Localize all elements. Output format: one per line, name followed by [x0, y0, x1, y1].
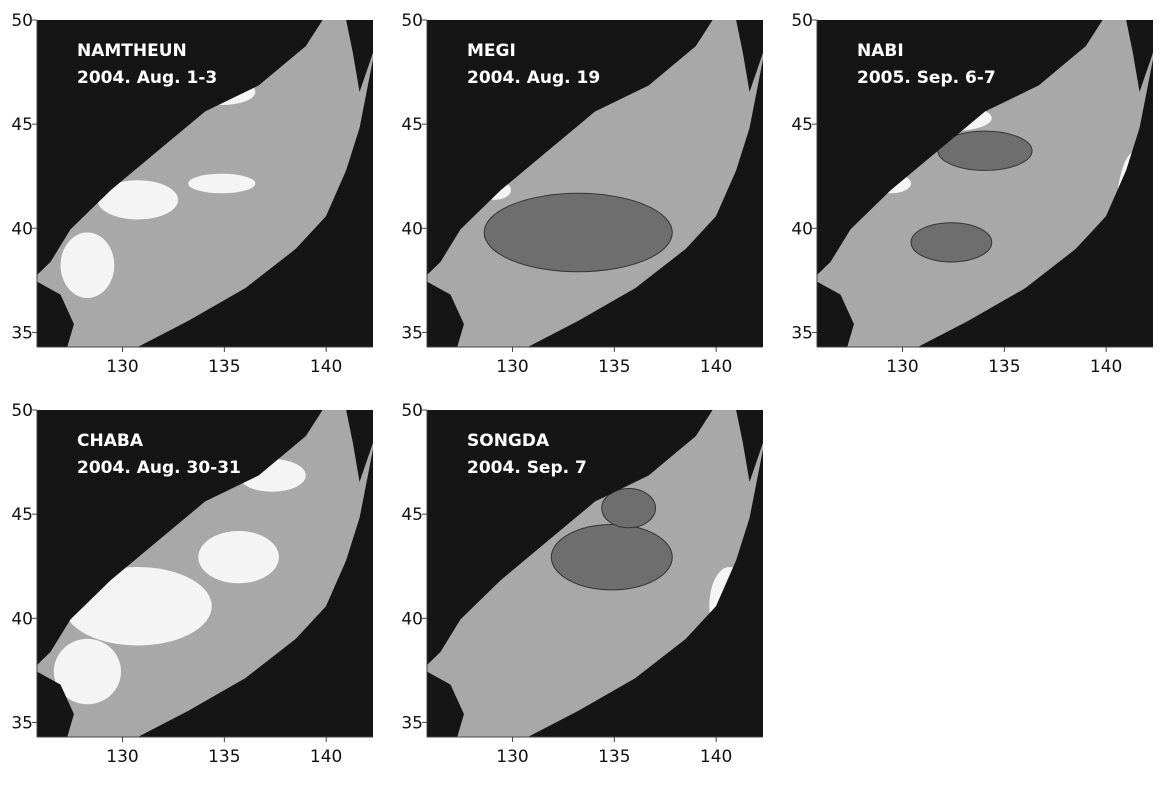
x-tick-label: 130 [106, 357, 138, 377]
map: NAMTHEUN 2004. Aug. 1-3 [37, 20, 373, 347]
anomaly-patch [188, 174, 255, 194]
typhoon-date: 2004. Aug. 30-31 [77, 458, 241, 478]
map-panel: NABI 2005. Sep. 6-7 130 135 140 35 40 45 50 [791, 11, 1156, 377]
x-tick-label: 130 [886, 357, 918, 377]
map-panel: NAMTHEUN 2004. Aug. 1-3 130 135 140 35 40 45 50 [11, 11, 373, 377]
typhoon-date: 2004. Aug. 19 [467, 68, 600, 88]
x-tick-label: 135 [208, 357, 240, 377]
y-tick-label: 50 [401, 11, 423, 31]
map: SONGDA 2004. Sep. 7 [427, 410, 763, 737]
y-tick-label: 45 [401, 115, 423, 135]
anomaly-patch [911, 223, 992, 262]
anomaly-patch [484, 193, 672, 271]
anomaly-patch [602, 488, 656, 527]
x-tick-label: 135 [598, 357, 630, 377]
y-tick-label: 50 [791, 11, 813, 31]
typhoon-name: CHABA [77, 431, 144, 451]
x-tick-label: 140 [700, 357, 732, 377]
y-tick-label: 35 [401, 323, 423, 343]
x-tick-label: 135 [988, 357, 1020, 377]
y-tick-label: 35 [11, 323, 33, 343]
anomaly-patch [198, 531, 279, 583]
map: MEGI 2004. Aug. 19 [427, 20, 763, 347]
y-tick-label: 50 [11, 11, 33, 31]
typhoon-date: 2004. Aug. 1-3 [77, 68, 217, 88]
x-tick-label: 135 [208, 747, 240, 767]
x-tick-label: 135 [598, 747, 630, 767]
typhoon-name: MEGI [467, 41, 516, 61]
y-tick-label: 40 [401, 609, 423, 629]
x-tick-label: 130 [106, 747, 138, 767]
map-panel: SONGDA 2004. Sep. 7 130 135 140 35 40 45 50 [401, 401, 763, 767]
x-tick-label: 140 [1090, 357, 1122, 377]
typhoon-date: 2005. Sep. 6-7 [857, 68, 996, 88]
y-tick-label: 45 [791, 115, 813, 135]
x-tick-label: 130 [496, 357, 528, 377]
typhoon-name: SONGDA [467, 431, 550, 451]
y-tick-label: 40 [11, 609, 33, 629]
y-tick-label: 40 [401, 219, 423, 239]
map-panel: CHABA 2004. Aug. 30-31 130 135 140 35 40 45 50 [11, 401, 373, 767]
map-panel: MEGI 2004. Aug. 19 130 135 140 35 40 45 50 [401, 11, 763, 377]
x-tick-label: 130 [496, 747, 528, 767]
x-tick-label: 140 [310, 357, 342, 377]
x-tick-label: 140 [700, 747, 732, 767]
y-tick-label: 40 [791, 219, 813, 239]
y-tick-label: 35 [401, 713, 423, 733]
map: NABI 2005. Sep. 6-7 [817, 20, 1156, 347]
y-tick-label: 40 [11, 219, 33, 239]
typhoon-name: NAMTHEUN [77, 41, 187, 61]
figure: NAMTHEUN2004. Aug. 1-313013514035404550M… [0, 0, 1170, 785]
map: CHABA 2004. Aug. 30-31 [37, 410, 373, 737]
y-tick-label: 50 [11, 401, 33, 421]
x-tick-label: 140 [310, 747, 342, 767]
y-tick-label: 45 [11, 505, 33, 525]
typhoon-name: NABI [857, 41, 904, 61]
typhoon-date: 2004. Sep. 7 [467, 458, 587, 478]
y-tick-label: 50 [401, 401, 423, 421]
anomaly-patch [551, 524, 672, 589]
y-tick-label: 45 [401, 505, 423, 525]
anomaly-patch [61, 233, 115, 298]
y-tick-label: 35 [791, 323, 813, 343]
y-tick-label: 35 [11, 713, 33, 733]
y-tick-label: 45 [11, 115, 33, 135]
